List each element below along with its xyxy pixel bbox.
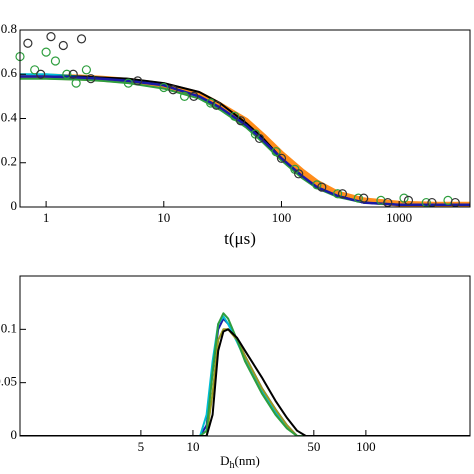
x-axis-label-sub: h: [230, 460, 235, 471]
data-line: [20, 75, 470, 207]
data-point: [399, 193, 409, 203]
x-axis-label: t(μs): [224, 229, 256, 248]
y-tick-label: 0.1: [1, 320, 17, 335]
data-point: [36, 69, 46, 79]
data-point: [168, 85, 178, 95]
data-line: [20, 73, 470, 207]
y-tick-label: 0.6: [1, 65, 18, 80]
y-tick-label: 0.2: [1, 154, 17, 169]
x-axis-label-main: D: [220, 453, 229, 468]
data-point: [123, 78, 133, 88]
y-tick-label: 0.4: [1, 109, 18, 124]
data-point: [71, 78, 81, 88]
data-point: [376, 195, 386, 205]
data-point: [236, 116, 246, 126]
data-point: [41, 47, 51, 57]
data-point: [206, 98, 216, 108]
data-point: [403, 195, 414, 205]
x-tick-label: 50: [307, 439, 320, 454]
data-point: [353, 193, 363, 203]
data-point: [159, 82, 169, 93]
y-tick-label: 0: [11, 427, 18, 442]
x-tick-label: 100: [272, 210, 292, 225]
data-point: [271, 147, 281, 157]
x-tick-label: 5: [138, 439, 145, 454]
data-line: [20, 77, 470, 206]
data-point: [189, 91, 199, 101]
data-point: [294, 169, 304, 179]
y-tick-label: 0: [11, 198, 18, 213]
x-axis-label-unit: (nm): [235, 453, 260, 468]
data-point: [133, 76, 143, 86]
y-tick-label: 0.05: [0, 374, 17, 389]
data-point: [46, 32, 56, 42]
data-line: [20, 328, 470, 436]
data-point: [86, 74, 96, 84]
data-point: [337, 189, 348, 199]
data-point: [23, 38, 33, 48]
x-tick-label: 100: [356, 439, 376, 454]
x-axis-label-main: t(μs): [224, 229, 256, 248]
x-tick-label: 1: [43, 210, 50, 225]
data-point: [254, 133, 265, 144]
data-point: [81, 65, 92, 75]
plot-area: [20, 73, 470, 207]
data-point: [30, 65, 40, 75]
data-point: [76, 34, 87, 44]
axes-frame: [19, 275, 471, 437]
data-point: [68, 69, 78, 79]
y-tick-label: 0.8: [1, 21, 17, 36]
data-point: [312, 180, 322, 190]
data-line: [20, 75, 470, 206]
x-tick-label: 10: [157, 210, 170, 225]
x-tick-label: 1000: [386, 210, 412, 225]
data-line: [20, 317, 470, 436]
data-line: [20, 73, 470, 206]
x-tick-label: 10: [186, 439, 199, 454]
data-point: [179, 91, 190, 101]
data-point: [317, 182, 327, 192]
data-point: [359, 193, 369, 203]
data-point: [50, 56, 61, 66]
data-point: [58, 40, 68, 51]
x-axis-label: Dh(nm): [220, 453, 260, 471]
data-line: [20, 328, 470, 436]
data-line: [20, 315, 470, 436]
data-point: [333, 189, 343, 199]
data-point: [230, 111, 240, 121]
plot-area: [20, 312, 470, 436]
data-point: [211, 100, 222, 110]
data-point: [62, 69, 72, 79]
data-point: [276, 153, 287, 163]
data-line: [20, 312, 470, 436]
